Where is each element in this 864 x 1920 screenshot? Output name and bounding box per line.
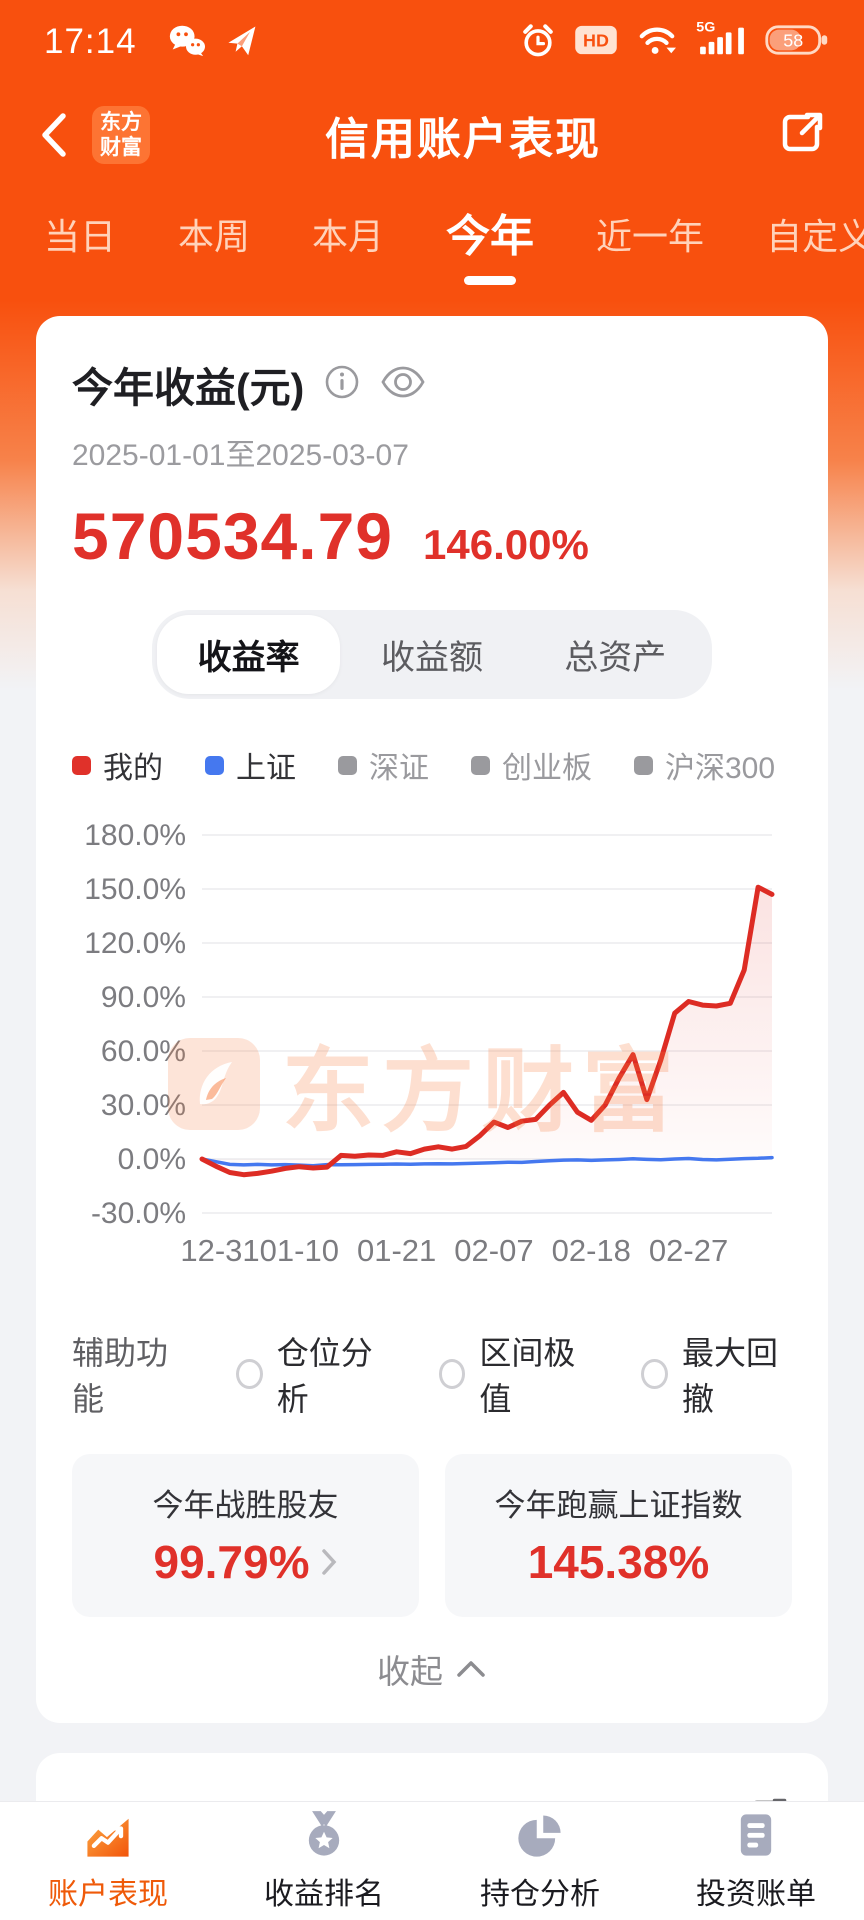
chart-legend: 我的 上证 深证 创业板 沪深300: [72, 743, 792, 787]
performance-card: 今年收益(元) 2025-01-01至2025-03-07 570534.79 …: [36, 316, 828, 1723]
performance-chart[interactable]: 180.0% 150.0% 120.0% 90.0% 60.0% 30.0% 0.0% -30…: [72, 809, 792, 1284]
stat-beat-peers[interactable]: 今年战胜股友 99.79%: [72, 1454, 419, 1617]
tab-this-week[interactable]: 本周: [178, 216, 251, 257]
legend-mine[interactable]: 我的: [72, 743, 163, 787]
nav-account-performance[interactable]: 账户表现: [0, 1802, 216, 1920]
stat-beat-index: 今年跑赢上证指数 145.38%: [445, 1454, 792, 1617]
nav-investment-bill[interactable]: 投资账单: [648, 1802, 864, 1920]
ranking-medal-icon: [308, 1811, 340, 1856]
svg-text:150.0%: 150.0%: [84, 873, 186, 906]
aux-functions-row: 辅助功能 仓位分析 区间极值 最大回撤: [72, 1328, 792, 1420]
tab-custom-range[interactable]: 自定义区间: [766, 216, 864, 257]
legend-shanghai[interactable]: 上证: [205, 743, 296, 787]
bottom-nav: 账户表现 收益排名 持仓分析 投资账单: [0, 1801, 864, 1920]
svg-text:5G: 5G: [696, 20, 715, 35]
radio-icon: [438, 1359, 466, 1389]
svg-text:120.0%: 120.0%: [84, 927, 186, 960]
legend-swatch: [634, 755, 653, 775]
collapse-label: 收起: [377, 1653, 443, 1690]
metric-tab-total-assets[interactable]: 总资产: [564, 639, 667, 677]
legend-swatch: [205, 755, 224, 775]
app-logo[interactable]: 东方 财富: [92, 106, 150, 164]
legend-swatch: [72, 755, 91, 775]
trend-line-chart: 180.0% 150.0% 120.0% 90.0% 60.0% 30.0% 0.0% -30…: [84, 819, 775, 1268]
tab-past-year[interactable]: 近一年: [596, 216, 705, 257]
wifi-icon: [634, 21, 680, 64]
app-logo-line2: 财富: [100, 136, 142, 159]
profit-percent: 146.00%: [423, 521, 589, 568]
tab-underline: [464, 276, 517, 285]
tab-this-month[interactable]: 本月: [312, 216, 385, 257]
chevron-up-icon: [457, 1661, 485, 1677]
svg-text:90.0%: 90.0%: [101, 981, 186, 1014]
beat-index-value: 145.38%: [527, 1536, 710, 1588]
clock-time: 17:14: [44, 22, 137, 61]
radio-icon: [641, 1359, 668, 1389]
tab-today[interactable]: 当日: [44, 216, 117, 257]
svg-text:01-21: 01-21: [357, 1233, 436, 1268]
svg-text:0.0%: 0.0%: [118, 1143, 186, 1176]
radio-position-analysis[interactable]: 仓位分析: [236, 1328, 387, 1420]
legend-shenzhen[interactable]: 深证: [338, 743, 429, 787]
tab-this-year[interactable]: 今年: [446, 200, 534, 285]
svg-text:180.0%: 180.0%: [84, 819, 186, 852]
metric-tabs: 收益率 收益额 总资产: [152, 610, 712, 699]
status-bar: 17:14 HD 5G: [0, 0, 864, 84]
wechat-icon: [165, 21, 207, 64]
legend-swatch: [338, 755, 357, 775]
period-tabs: 当日 本周 本月 今年 近一年 自定义区间: [0, 186, 864, 308]
alarm-icon: [518, 20, 558, 65]
battery-icon: 58: [764, 23, 830, 62]
svg-text:58: 58: [783, 30, 803, 50]
hd-badge: HD: [574, 23, 618, 62]
radio-max-drawdown[interactable]: 最大回撤: [641, 1328, 792, 1420]
nav-position-analysis[interactable]: 持仓分析: [432, 1802, 648, 1920]
profit-amount: 570534.79: [72, 499, 393, 573]
svg-text:02-18: 02-18: [552, 1233, 631, 1268]
svg-text:02-07: 02-07: [454, 1233, 533, 1268]
svg-text:30.0%: 30.0%: [101, 1089, 186, 1122]
signal-icon: 5G: [696, 19, 748, 65]
beat-peers-value: 99.79%: [153, 1536, 310, 1588]
svg-text:02-27: 02-27: [649, 1233, 728, 1268]
account-performance-icon: [87, 1818, 129, 1857]
metric-tab-rate[interactable]: 收益率: [157, 615, 341, 694]
legend-csi300[interactable]: 沪深300: [634, 743, 775, 787]
radio-range-extremes[interactable]: 区间极值: [438, 1328, 590, 1420]
bill-document-icon: [740, 1814, 772, 1856]
collapse-button[interactable]: 收起: [72, 1645, 792, 1693]
chevron-right-icon: [321, 1549, 336, 1575]
svg-text:-30.0%: -30.0%: [91, 1197, 186, 1230]
svg-text:12-31: 12-31: [180, 1233, 259, 1268]
page-title: 信用账户表现: [325, 115, 601, 164]
card-title: 今年收益(元): [72, 365, 305, 411]
send-icon: [223, 21, 259, 64]
pie-chart-icon: [518, 1815, 561, 1857]
radio-icon: [236, 1359, 263, 1389]
metric-tab-amount[interactable]: 收益额: [380, 639, 483, 677]
aux-label: 辅助功能: [72, 1335, 169, 1417]
nav-income-ranking[interactable]: 收益排名: [216, 1802, 432, 1920]
share-icon[interactable]: [776, 107, 828, 164]
header: 东方 财富 信用账户表现: [0, 84, 864, 186]
app-logo-line1: 东方: [100, 111, 142, 134]
legend-swatch: [471, 755, 490, 775]
svg-text:60.0%: 60.0%: [101, 1035, 186, 1068]
info-icon[interactable]: [324, 364, 360, 405]
eye-icon[interactable]: [380, 365, 426, 404]
legend-chinext[interactable]: 创业板: [471, 743, 592, 787]
date-range: 2025-01-01至2025-03-07: [72, 439, 409, 472]
svg-text:HD: HD: [583, 30, 609, 50]
svg-text:01-10: 01-10: [260, 1233, 339, 1268]
back-button[interactable]: [36, 108, 84, 162]
